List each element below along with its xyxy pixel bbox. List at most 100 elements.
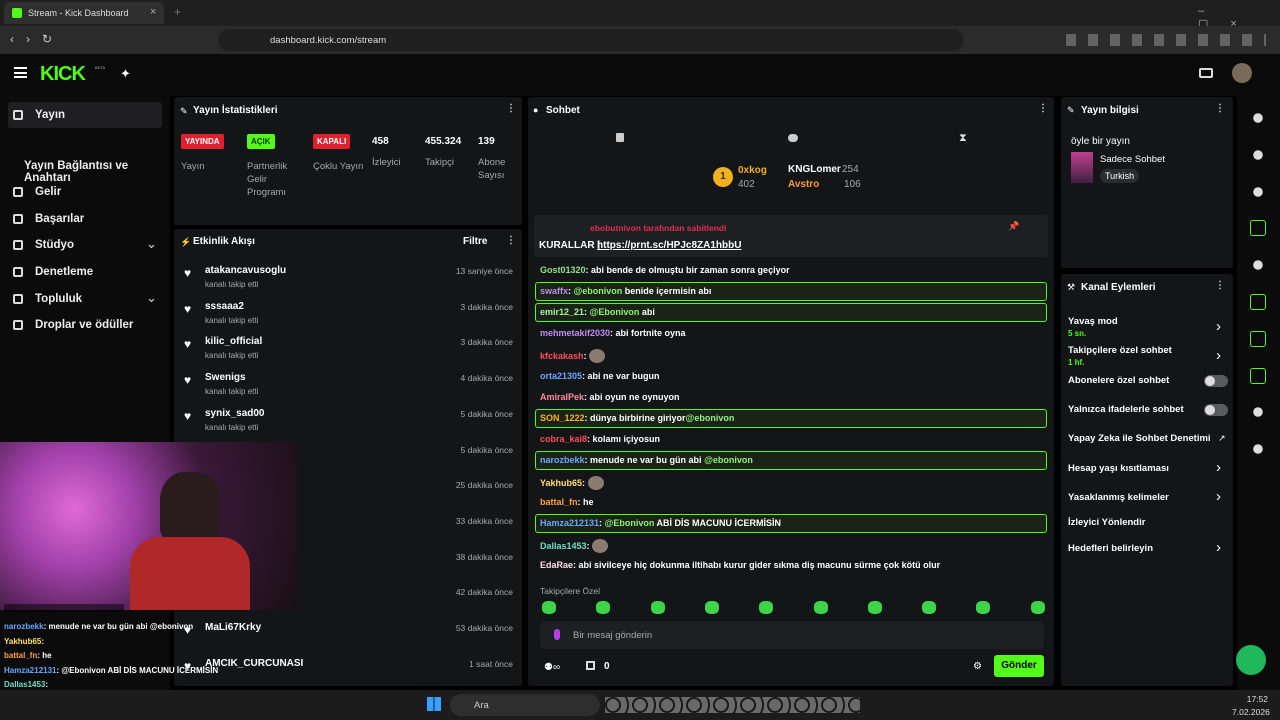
nav-item[interactable]: Denetleme — [35, 266, 94, 278]
emote-button[interactable] — [922, 601, 937, 614]
rail-button[interactable] — [1250, 330, 1266, 347]
menu-button[interactable] — [14, 67, 27, 78]
nav-item[interactable]: Topluluk — [35, 292, 83, 305]
emote-button[interactable] — [596, 601, 611, 614]
event-time: 3 dakika önce — [460, 337, 513, 348]
emote-button[interactable] — [542, 601, 556, 614]
filter-button[interactable]: Filtre — [463, 236, 488, 247]
chat-message: orta21305: abi ne var bugun — [540, 371, 1045, 381]
panel-menu[interactable]: ⋮ — [1215, 103, 1225, 114]
help-button[interactable] — [1236, 645, 1266, 675]
action-label[interactable]: Abonelere özel sohbet — [1068, 375, 1170, 386]
emote-button[interactable] — [813, 601, 828, 614]
emote-button[interactable] — [704, 601, 719, 614]
nav-item[interactable]: Droplar ve ödüller — [35, 319, 134, 332]
emote-button[interactable] — [759, 601, 774, 614]
action-label[interactable]: İzleyici Yönlendir — [1068, 517, 1146, 528]
settings-icon[interactable]: ⚙ — [973, 661, 982, 672]
message-highlight — [535, 408, 1047, 428]
action-arrow[interactable]: › — [1216, 488, 1221, 505]
points-count: 0 — [604, 661, 610, 672]
nav-item[interactable]: Başarılar — [35, 212, 85, 225]
status-label: Çoklu Yayın — [313, 161, 364, 172]
action-external[interactable]: ↗ — [1218, 433, 1226, 443]
url-pill[interactable]: dashboard.kick.com/stream — [218, 29, 964, 51]
action-label[interactable]: Takipçilere özel sohbet — [1068, 345, 1172, 356]
action-arrow[interactable]: › — [1216, 459, 1221, 476]
rail-button[interactable] — [1250, 367, 1266, 384]
emote-button[interactable] — [1030, 601, 1045, 614]
message-user: Hamza212131 — [540, 518, 600, 529]
action-arrow[interactable]: › — [1216, 347, 1221, 364]
panel-menu[interactable]: ⋮ — [1215, 280, 1225, 291]
chat-input[interactable] — [540, 621, 1044, 649]
action-arrow[interactable]: › — [1216, 318, 1221, 335]
rail-button[interactable] — [1250, 294, 1266, 310]
chat-message: mehmetakif2030: abi fortnite oyna — [540, 328, 1045, 338]
preview-icon[interactable] — [1199, 68, 1213, 78]
panel-title: Etkinlik Akışı — [193, 236, 255, 247]
logo[interactable]: KICK — [40, 63, 86, 85]
action-label[interactable]: Hesap yaşı kısıtlaması — [1068, 463, 1169, 474]
action-label[interactable]: Yavaş mod — [1068, 316, 1118, 327]
emote-button[interactable] — [650, 601, 665, 614]
rail-button[interactable] — [1253, 444, 1263, 454]
rail-button[interactable] — [1253, 407, 1263, 418]
nav-item-active[interactable] — [8, 102, 162, 128]
nav-item[interactable]: Yayın Bağlantısı ve Anahtarı — [24, 159, 129, 184]
tools-icon[interactable]: ✦ — [120, 66, 131, 81]
panel-icon: ✎ — [1067, 105, 1075, 115]
message-user: EdaRae — [540, 560, 574, 571]
message-user: narozbekk — [540, 454, 585, 465]
message-highlight — [535, 303, 1047, 323]
message-text: abi — [639, 307, 655, 318]
action-label[interactable]: Yapay Zeka ile Sohbet Denetimi — [1068, 433, 1211, 444]
action-arrow[interactable]: › — [1216, 539, 1221, 556]
search-box[interactable]: Ara — [450, 694, 600, 716]
rail-button[interactable] — [1253, 113, 1263, 123]
tool-timer[interactable]: ⧗ — [959, 132, 967, 144]
pin-icon[interactable]: 📌 — [1008, 221, 1020, 231]
nav-icon — [13, 293, 23, 304]
nav-item[interactable]: Stüdyo — [35, 239, 74, 252]
start-button[interactable] — [427, 697, 441, 711]
tab-close[interactable]: × — [150, 6, 157, 18]
rail-button[interactable] — [1253, 186, 1263, 197]
nav-item[interactable]: Yayın — [35, 109, 66, 121]
streamer-shirt — [130, 537, 250, 610]
emote-button[interactable] — [976, 601, 991, 614]
time: 17:52 — [1246, 694, 1268, 704]
emote-button[interactable] — [867, 601, 882, 614]
rail-button[interactable] — [1250, 220, 1266, 237]
chat-message: swaffx: @ebonivon benide içermisin abı — [540, 286, 1045, 296]
avatar[interactable] — [1232, 63, 1252, 83]
rail-button[interactable] — [1253, 149, 1263, 160]
chat-message: emir12_21: @Ebonivon abi — [540, 307, 1045, 317]
action-label[interactable]: Yasaklanmış kelimeler — [1068, 492, 1169, 503]
rail-button[interactable] — [1253, 260, 1263, 270]
action-label[interactable]: Yalnızca ifadelerle sohbet — [1068, 404, 1184, 415]
pinned-link[interactable]: https://prnt.sc/HPJc8ZA1hbbU — [597, 240, 742, 251]
nav-chevron[interactable]: ⌄ — [146, 289, 157, 305]
tool-chat[interactable] — [788, 134, 798, 142]
toggle[interactable] — [1204, 404, 1228, 416]
overlay-line: Dallas1453: — [4, 679, 296, 691]
send-button[interactable]: Gönder — [994, 655, 1044, 677]
message-user: SON_1222 — [540, 412, 585, 423]
tool-delete[interactable] — [616, 133, 624, 142]
tab[interactable]: Stream - Kick Dashboard × — [4, 2, 164, 24]
toggle[interactable] — [1204, 375, 1228, 387]
overlay-user: Hamza212131 — [4, 665, 57, 675]
panel-menu[interactable]: ⋮ — [506, 235, 516, 246]
panel-menu[interactable]: ⋮ — [1038, 103, 1048, 114]
extension-icons[interactable] — [1066, 34, 1266, 46]
message-sep: : — [584, 391, 590, 402]
new-tab[interactable]: + — [174, 5, 182, 19]
points-icon[interactable]: ⚉∞ — [544, 662, 561, 673]
nav-buttons[interactable]: ‹›↻ — [10, 32, 65, 46]
taskbar-apps[interactable] — [605, 697, 860, 713]
panel-menu[interactable]: ⋮ — [506, 103, 516, 114]
nav-item[interactable]: Gelir — [35, 186, 62, 199]
nav-chevron[interactable]: ⌄ — [146, 236, 157, 252]
action-label[interactable]: Hedefleri belirleyin — [1068, 543, 1154, 554]
